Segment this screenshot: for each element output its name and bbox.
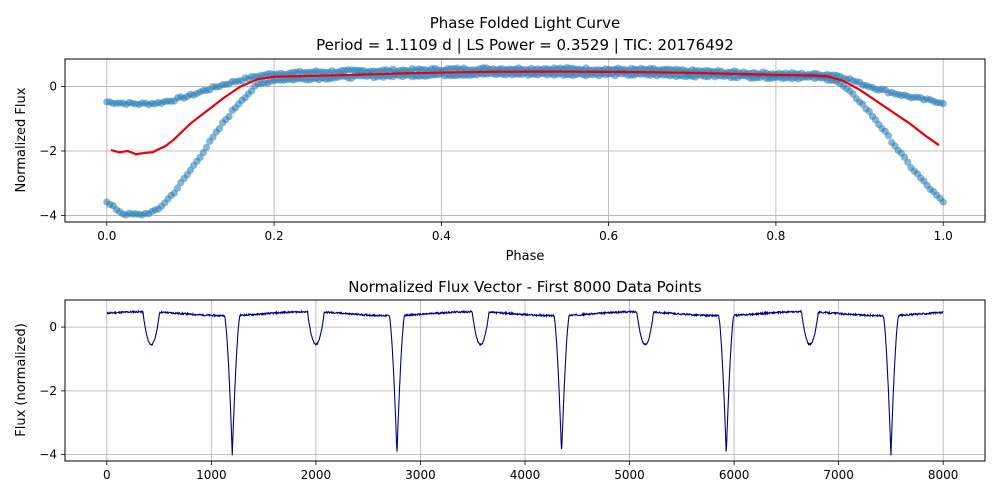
top-scatter-lower-point (173, 184, 182, 192)
top-y-axis-label: Normalized Flux (14, 87, 29, 192)
top-plot-data (103, 63, 947, 219)
bottom-ticks: 0 1000 2000 3000 4000 5000 6000 7000 8000 0 −2 −4 (39, 320, 958, 482)
bottom-y-tick-label: 0 (49, 320, 57, 334)
bottom-plot-data (106, 309, 944, 456)
bottom-y-tick-label: −4 (39, 448, 57, 462)
top-scatter-lower-point (199, 149, 207, 157)
top-scatter-lower-point (939, 198, 947, 206)
top-scatter-lower-point (225, 112, 233, 121)
bottom-flux-line (106, 309, 944, 456)
top-y-tick-label: −4 (39, 209, 57, 223)
top-chart-title: Phase Folded Light Curve (430, 14, 621, 32)
bottom-grid (65, 300, 985, 461)
bottom-x-tick-label: 1000 (196, 468, 227, 482)
bottom-chart-title: Normalized Flux Vector - First 8000 Data… (348, 278, 702, 296)
top-scatter-lower-point (215, 124, 224, 133)
top-scatter-lower-point (904, 158, 912, 166)
bottom-y-axis-label: Flux (normalized) (14, 323, 29, 437)
top-x-tick-label: 0.8 (766, 229, 785, 243)
bottom-x-tick-label: 0 (103, 468, 111, 482)
top-x-tick-label: 0.0 (97, 229, 116, 243)
top-x-tick-label: 1.0 (934, 229, 953, 243)
bottom-x-tick-label: 3000 (405, 468, 436, 482)
top-y-tick-label: −2 (39, 144, 57, 158)
bottom-x-tick-label: 8000 (928, 468, 959, 482)
top-scatter-lower-point (884, 132, 893, 140)
phase-folded-panel: Phase Folded Light Curve Period = 1.1109… (14, 14, 986, 264)
top-binned-mean-line (110, 70, 940, 156)
top-ticks: 0.0 0.2 0.4 0.6 0.8 1.0 0 −2 −4 (39, 79, 952, 243)
top-y-tick-label: 0 (49, 79, 57, 93)
top-axes-frame (64, 58, 986, 223)
bottom-y-tick-label: −2 (39, 384, 57, 398)
flux-vector-panel: Normalized Flux Vector - First 8000 Data… (14, 278, 986, 482)
top-chart-subtitle: Period = 1.1109 d | LS Power = 0.3529 | … (316, 36, 734, 54)
top-scatter-lower-point (202, 143, 211, 151)
bottom-x-tick-label: 7000 (823, 468, 854, 482)
top-x-tick-label: 0.4 (432, 229, 451, 243)
bottom-x-tick-label: 5000 (614, 468, 645, 482)
bottom-x-tick-label: 4000 (510, 468, 541, 482)
top-x-tick-label: 0.2 (265, 229, 284, 243)
top-x-tick-label: 0.6 (599, 229, 618, 243)
top-x-axis-label: Phase (506, 249, 545, 264)
bottom-x-tick-label: 2000 (301, 468, 332, 482)
bottom-x-tick-label: 6000 (719, 468, 750, 482)
top-scatter-upper-point (939, 99, 947, 108)
